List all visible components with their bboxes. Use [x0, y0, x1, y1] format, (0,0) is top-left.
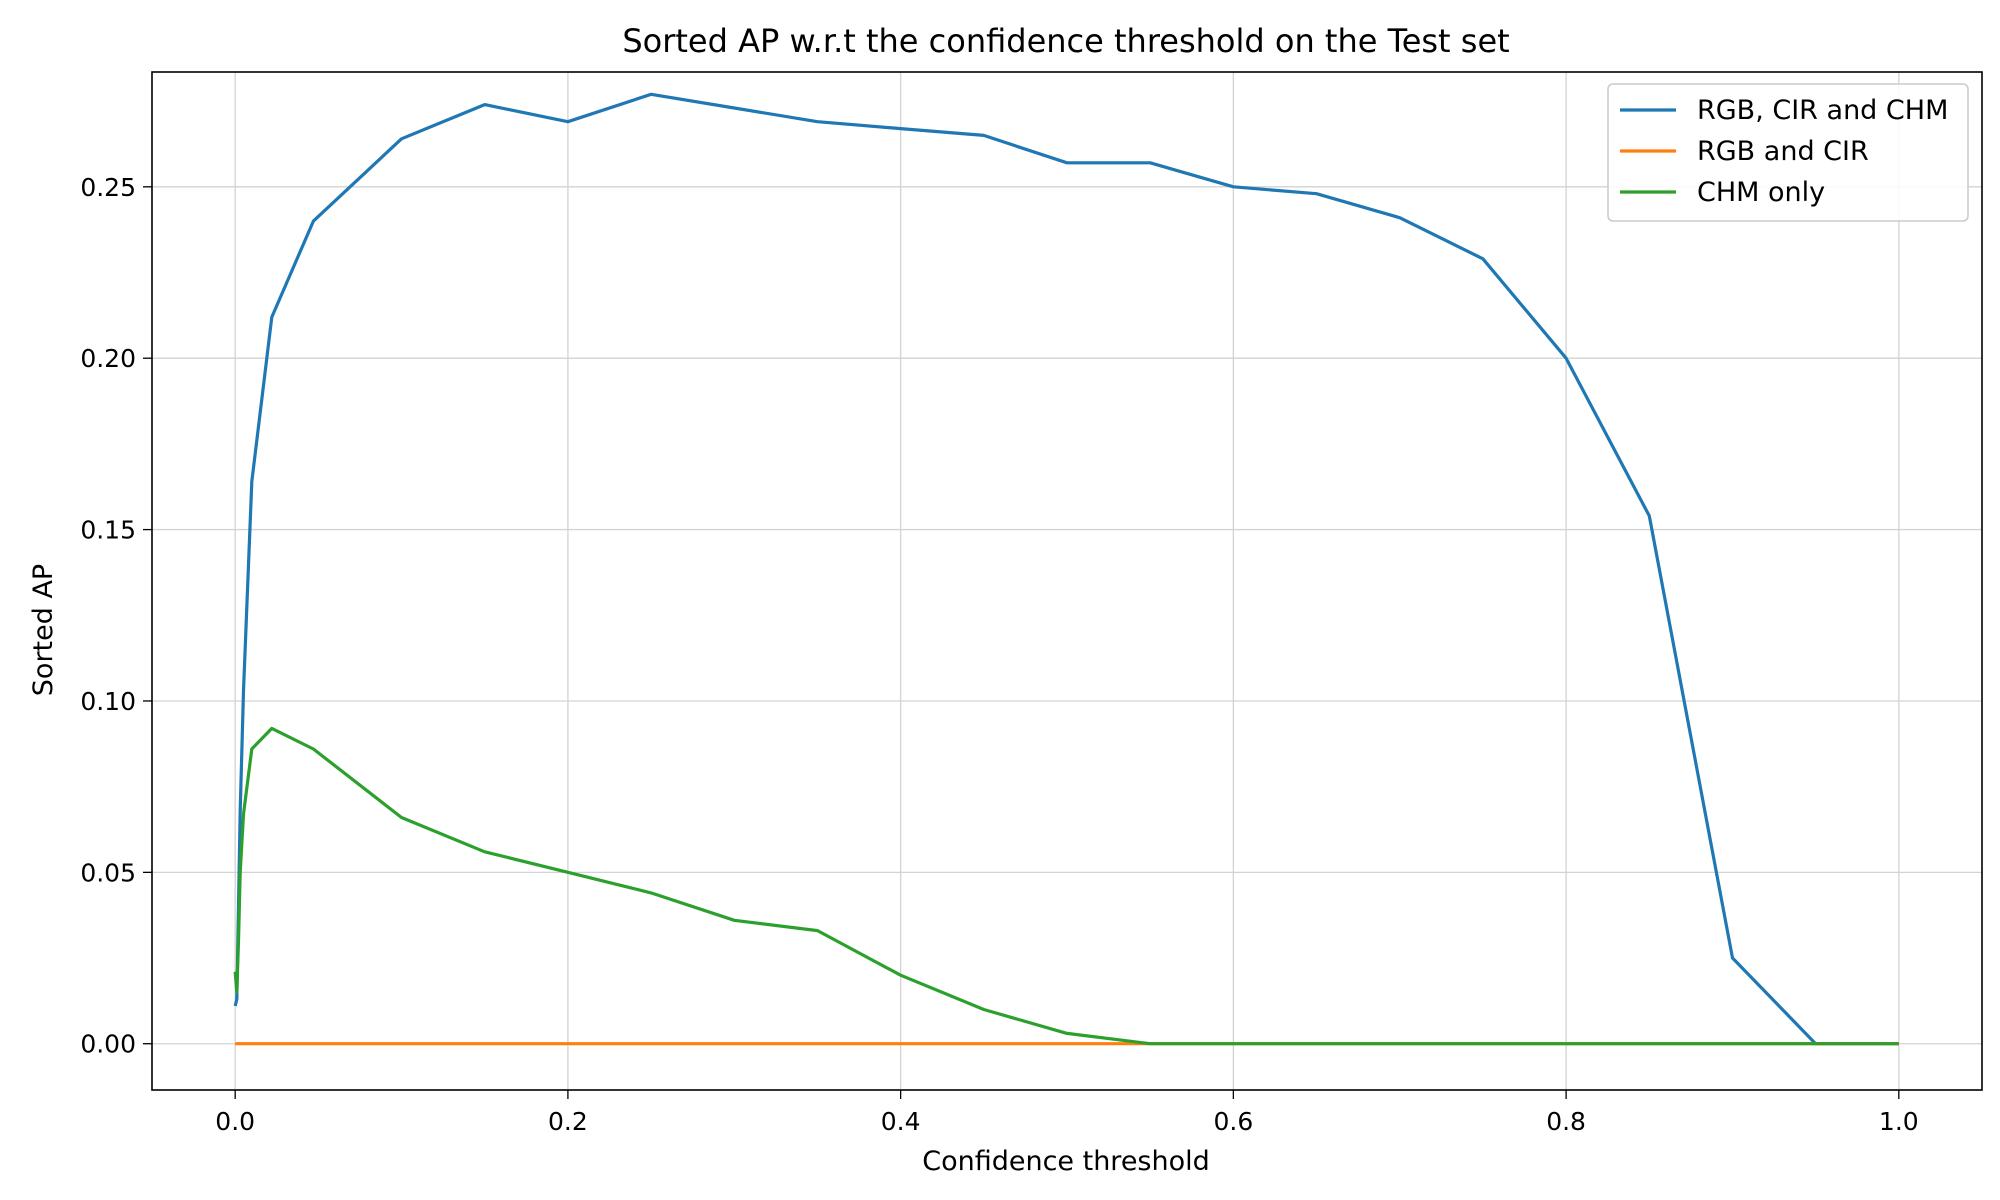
x-axis-label: Confidence threshold — [922, 1146, 1210, 1177]
series-lines — [233, 92, 1899, 1046]
legend-label: CHM only — [1697, 177, 1825, 208]
y-tick-label: 0.05 — [80, 858, 136, 887]
y-tick-label: 0.00 — [80, 1030, 136, 1059]
legend-label: RGB and CIR — [1697, 136, 1869, 167]
y-tick-label: 0.15 — [80, 516, 136, 545]
x-tick-label: 0.8 — [1546, 1107, 1586, 1136]
series-line-1 — [233, 92, 1899, 1046]
y-tick-label: 0.20 — [80, 344, 136, 373]
x-tick-label: 0.6 — [1213, 1107, 1253, 1136]
x-tick-label: 0.0 — [215, 1107, 255, 1136]
x-tick-label: 0.2 — [548, 1107, 588, 1136]
chart-title: Sorted AP w.r.t the confidence threshold… — [622, 22, 1509, 60]
plot-frame — [151, 71, 1983, 1091]
legend: RGB, CIR and CHM RGB and CIR CHM only — [1607, 83, 1969, 222]
y-tick-label: 0.10 — [80, 687, 136, 716]
axis-ticks: 0.0 0.2 0.4 0.6 0.8 1.0 0.00 0.05 0.10 0.15 0.20 0.… — [80, 173, 1918, 1136]
legend-box — [1607, 83, 1969, 222]
x-tick-label: 0.4 — [881, 1107, 921, 1136]
legend-label: RGB, CIR and CHM — [1697, 95, 1948, 126]
series-line-3 — [233, 726, 1899, 1046]
y-axis-label: Sorted AP — [28, 564, 59, 696]
y-tick-label: 0.25 — [80, 173, 136, 202]
x-tick-label: 1.0 — [1879, 1107, 1919, 1136]
